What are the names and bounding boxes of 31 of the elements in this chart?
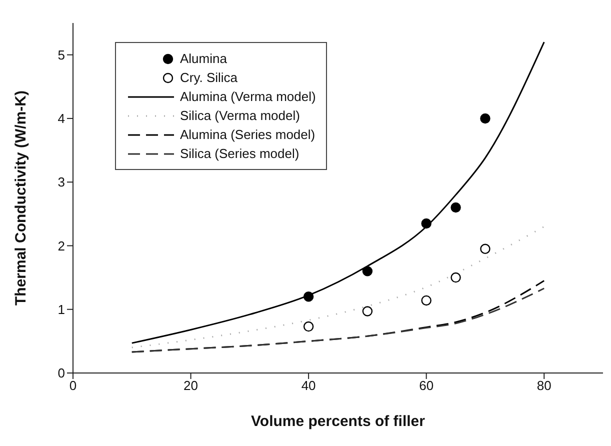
legend-label: Alumina xyxy=(180,51,227,66)
legend-label: Silica (Series model) xyxy=(180,146,300,161)
point xyxy=(450,272,461,283)
point xyxy=(303,321,314,332)
x-tick-label: 80 xyxy=(536,378,552,394)
x-tick-label: 40 xyxy=(301,378,316,394)
point xyxy=(362,266,373,276)
point xyxy=(480,244,490,254)
y-tick-label: 1 xyxy=(58,302,65,317)
x-tick-label: 60 xyxy=(419,378,434,394)
point xyxy=(421,295,432,306)
y-tick-label: 0 xyxy=(58,366,65,381)
y-tick-label: 4 xyxy=(58,111,65,126)
y-tick-label: 3 xyxy=(58,174,65,190)
x-tick-label: 0 xyxy=(69,378,77,394)
point xyxy=(362,306,373,316)
x-axis-title: Volume percents of filler xyxy=(251,413,426,430)
point xyxy=(450,202,461,213)
legend-label: Alumina (Series model) xyxy=(180,127,316,142)
line-series xyxy=(131,226,545,348)
line-series xyxy=(131,41,545,344)
y-axis-title: Thermal Conductivity (W/m-K) xyxy=(12,90,30,306)
x-tick-label: 20 xyxy=(184,378,198,394)
legend-label: Cry. Silica xyxy=(180,70,238,85)
legend-label: Alumina (Verma model) xyxy=(180,89,316,104)
y-tick-label: 5 xyxy=(58,47,65,62)
point xyxy=(480,113,490,124)
point xyxy=(303,292,314,302)
y-tick-label: 2 xyxy=(58,238,65,254)
legend-label: Silica (Verma model) xyxy=(180,108,300,123)
point xyxy=(421,218,432,229)
